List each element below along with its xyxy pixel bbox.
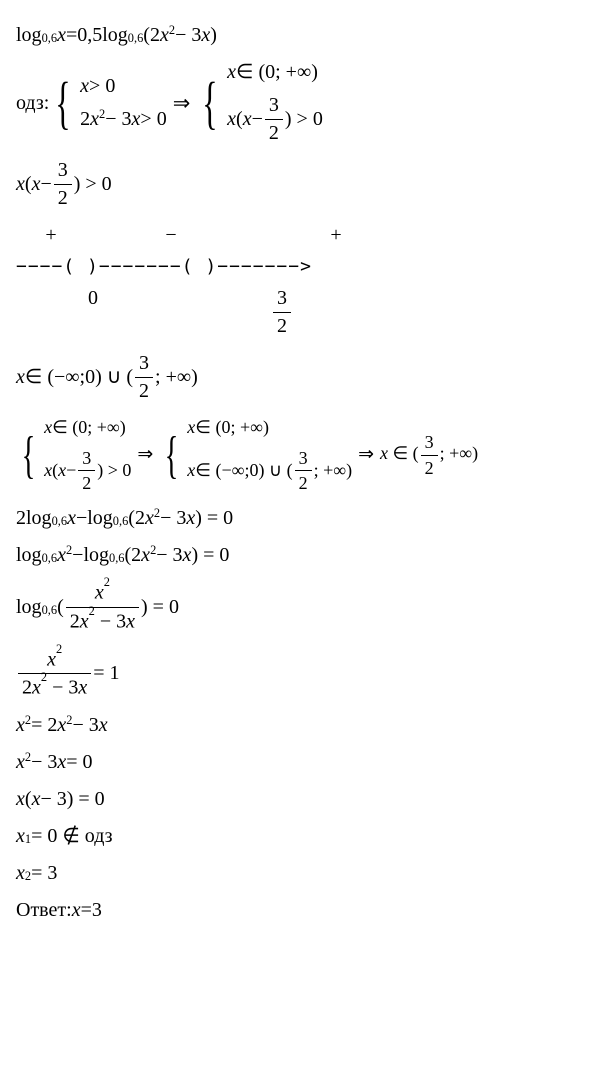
answer-line: Ответ: x=3	[16, 897, 584, 924]
odz-cond-2: 2x2 − 3x > 0	[80, 106, 167, 133]
coef: 0,5	[77, 22, 102, 49]
interval-result: x ∈ (−∞;0) ∪ (32; +∞)	[16, 350, 584, 405]
odz-res-2: x(x − 32) > 0	[227, 92, 323, 147]
squared: 2	[169, 22, 175, 39]
log-text-2: log	[102, 22, 128, 49]
axis-labels: 0 32	[16, 285, 584, 340]
arg-open: (2	[143, 22, 160, 49]
number-line-axis: −−−−( )−−−−−−−( )−−−−−−−>	[16, 255, 584, 279]
variable-x: x	[160, 22, 169, 49]
answer-label: Ответ:	[16, 897, 72, 924]
arg-rest: − 3	[175, 22, 201, 49]
system-2: { x ∈ (0; +∞) x(x − 32) > 0 ⇒ { x ∈ (0; …	[16, 415, 584, 495]
odz-label: одз:	[16, 90, 49, 117]
step-7: x(x − 3) = 0	[16, 786, 584, 813]
step-6: x2 − 3x = 0	[16, 749, 584, 776]
log-base-2: 0,6	[128, 30, 144, 47]
odz-cond-1: x > 0	[80, 73, 167, 100]
sign-plus-2: +	[256, 222, 416, 249]
implies-arrow: ⇒	[173, 89, 191, 117]
brace-icon: {	[22, 433, 36, 477]
root-2: x2 = 3	[16, 860, 584, 887]
implies-arrow: ⇒	[137, 442, 153, 468]
log-text: log	[16, 22, 42, 49]
sys2-right: { x ∈ (0; +∞) x ∈ (−∞;0) ∪ (32; +∞)	[159, 415, 352, 495]
variable-x: x	[201, 22, 210, 49]
root-1: x1 = 0 ∉ одз	[16, 823, 584, 850]
axis-point-0: 0	[16, 285, 98, 340]
brace-right: { x ∈ (0; +∞) x(x − 32) > 0	[196, 59, 323, 147]
axis-point-frac: 32	[98, 285, 293, 340]
brace-left: { x > 0 2x2 − 3x > 0	[49, 73, 166, 133]
odz-line: одз: { x > 0 2x2 − 3x > 0 ⇒ { x ∈ (0; +∞…	[16, 59, 584, 147]
step-3: log0,6( x2 2x2 − 3x ) = 0	[16, 579, 584, 635]
step-5: x2 = 2x2 − 3x	[16, 712, 584, 739]
brace-icon: {	[203, 78, 218, 127]
brace-icon: {	[165, 433, 179, 477]
factored-ineq: x(x − 32) > 0	[16, 157, 584, 212]
equation-main: log0,6 x = 0,5 log0,6 (2x2 − 3x)	[16, 22, 584, 49]
sys2-left: { x ∈ (0; +∞) x(x − 32) > 0	[16, 415, 131, 495]
log-base: 0,6	[42, 30, 58, 47]
sys2-result: x ∈ (32; +∞)	[380, 430, 478, 480]
step-1: 2log0,6 x − log0,6(2x2 − 3x) = 0	[16, 505, 584, 532]
sign-plus: +	[16, 222, 86, 249]
variable-x: x	[57, 22, 66, 49]
implies-arrow: ⇒	[358, 442, 374, 468]
arg-close: )	[210, 22, 217, 49]
step-2: log0,6 x2 − log0,6(2x2 − 3x) = 0	[16, 542, 584, 569]
brace-icon: {	[56, 78, 71, 127]
sign-minus: −	[91, 222, 251, 249]
odz-res-1: x ∈ (0; +∞)	[227, 59, 323, 86]
equals: =	[66, 22, 77, 49]
step-4: x2 2x2 − 3x = 1	[16, 646, 584, 702]
sign-row: + − +	[16, 222, 584, 249]
